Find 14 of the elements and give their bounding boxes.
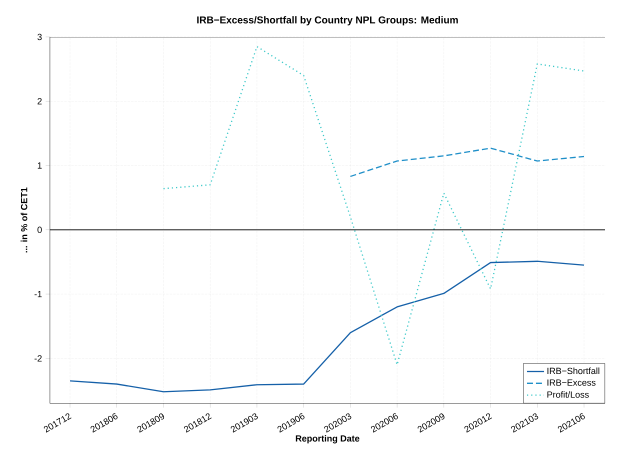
y-tick-label: 2: [38, 98, 42, 104]
y-tick-label: -2: [34, 355, 42, 362]
y-tick-label: 3: [37, 34, 42, 40]
legend-label: IRB−Excess: [548, 379, 596, 386]
line-series: [162, 46, 585, 366]
legend-label: IRB−Shortfall: [548, 367, 600, 374]
chart-title: IRB−Excess/Shortfall by Country NPL Groups: Medium: [197, 16, 458, 26]
x-axis-title: Reporting Date: [296, 434, 360, 444]
legend-label: Profit/Loss: [547, 391, 589, 398]
y-axis-title: ... in % of CET1: [20, 187, 28, 252]
y-tick-label: -1: [34, 290, 42, 298]
y-tick-label: 1: [38, 162, 42, 168]
line-series: [350, 147, 585, 177]
y-tick-label: 0: [37, 226, 42, 233]
